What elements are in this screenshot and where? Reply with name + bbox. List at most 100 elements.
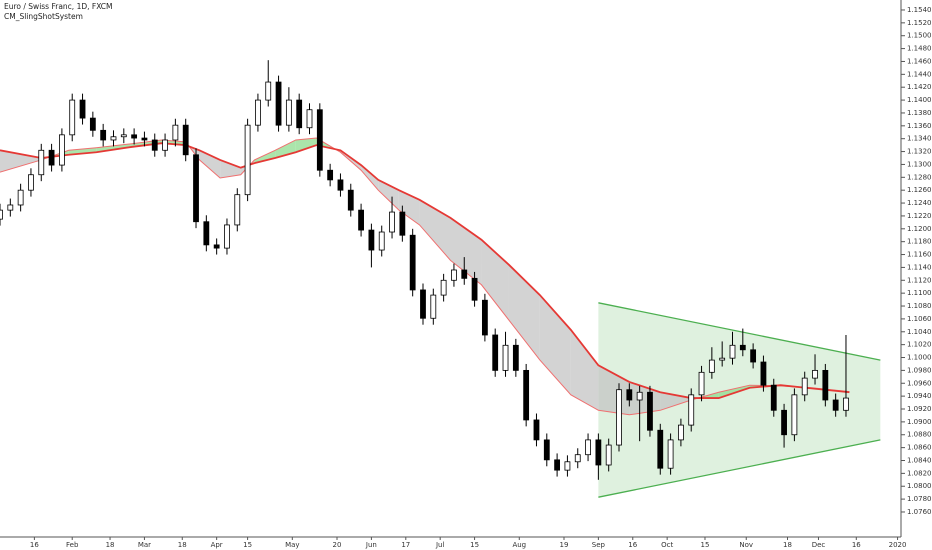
y-tick-label: 1.15000 [907, 32, 932, 40]
candle-body [17, 189, 24, 206]
candle-body [389, 211, 395, 233]
candle-body [110, 136, 117, 141]
ma-band [419, 199, 451, 261]
chart-title: Euro / Swiss Franc, 1D, FXCM [4, 2, 113, 11]
ma-band [254, 150, 276, 164]
y-tick-label: 1.14000 [907, 96, 932, 104]
candle-body [688, 394, 695, 426]
x-tick-label: 19 [560, 541, 569, 549]
candle-body [492, 334, 499, 371]
candle-body [48, 149, 55, 166]
x-tick-label: 15 [701, 541, 710, 549]
y-tick-label: 1.14800 [907, 45, 932, 53]
x-tick-label: Apr [211, 541, 223, 549]
x-tick-label: Nov [739, 541, 753, 549]
candle-body [523, 369, 530, 421]
candle-body [843, 397, 849, 411]
candle-body [616, 389, 622, 446]
candle-body [812, 369, 818, 379]
candle-body [502, 344, 509, 371]
x-tick-label: Feb [66, 541, 79, 549]
candle-body [120, 134, 127, 138]
candle-body [213, 244, 220, 249]
y-tick-label: 1.13000 [907, 160, 932, 168]
candle-body [7, 204, 14, 211]
y-tick-label: 1.11800 [907, 238, 932, 246]
candle-body [409, 234, 416, 291]
y-tick-label: 1.09400 [907, 392, 932, 400]
candle-body [399, 211, 406, 236]
candle-body [193, 154, 199, 223]
ma-band [378, 179, 399, 211]
x-tick-label: 17 [401, 541, 410, 549]
x-tick-label: Mar [138, 541, 151, 549]
candle-body [59, 134, 65, 166]
y-tick-label: 1.10800 [907, 302, 932, 310]
candle-body [564, 461, 571, 471]
y-tick-label: 1.08800 [907, 431, 932, 439]
y-tick-label: 1.09000 [907, 418, 932, 426]
y-tick-label: 1.11400 [907, 263, 932, 271]
candle-body [451, 269, 457, 281]
candle-body [347, 189, 354, 211]
candle-body [182, 124, 189, 156]
x-tick-label: May [285, 541, 299, 549]
candle-body [89, 117, 96, 131]
candle-body [358, 209, 364, 231]
candle-body [430, 294, 437, 319]
candle-body [131, 134, 138, 139]
ma-line [0, 142, 850, 399]
x-tick-label: Dec [812, 541, 826, 549]
candle-body [296, 99, 303, 129]
ma-band [0, 150, 42, 173]
candle-body [100, 129, 107, 141]
candle-body [38, 149, 45, 176]
y-tick-label: 1.13200 [907, 148, 932, 156]
candle-body [28, 174, 34, 191]
candle-body [647, 391, 653, 431]
candle-body [255, 99, 261, 126]
candle-body [626, 389, 633, 401]
candle-body [69, 99, 76, 136]
candle-body [316, 109, 323, 171]
y-tick-label: 1.08400 [907, 456, 932, 464]
x-tick-label: Aug [512, 541, 526, 549]
y-tick-label: 1.12600 [907, 186, 932, 194]
x-tick-label: Sep [592, 541, 606, 549]
y-tick-label: 1.12800 [907, 173, 932, 181]
y-tick-label: 1.08000 [907, 482, 932, 490]
y-tick-label: 1.12400 [907, 199, 932, 207]
candle-body [440, 279, 447, 296]
x-tick-label: Oct [661, 541, 673, 549]
y-tick-label: 1.10200 [907, 341, 932, 349]
y-tick-label: 1.14600 [907, 57, 932, 65]
y-tick-label: 1.13600 [907, 122, 932, 130]
candle-body [378, 231, 385, 251]
candle-body [141, 137, 148, 141]
y-tick-label: 1.10600 [907, 315, 932, 323]
candle-body [543, 439, 550, 461]
y-tick-label: 1.13800 [907, 109, 932, 117]
x-tick-label: 16 [628, 541, 637, 549]
candle-body [760, 361, 767, 386]
y-tick-label: 1.09800 [907, 366, 932, 374]
y-tick-label: 1.14400 [907, 70, 932, 78]
candle-body [244, 124, 251, 196]
candle-body [234, 194, 241, 226]
candle-body [657, 429, 664, 469]
y-tick-label: 1.12000 [907, 225, 932, 233]
candle-body [224, 224, 230, 249]
candle-body [275, 81, 282, 126]
candle-body [791, 394, 798, 436]
candle-body [636, 391, 643, 401]
ma-band [398, 190, 420, 225]
y-tick-label: 1.10400 [907, 328, 932, 336]
candle-body [698, 371, 705, 396]
y-tick-label: 1.15200 [907, 19, 932, 27]
y-tick-label: 1.07800 [907, 495, 932, 503]
candle-body [368, 229, 375, 251]
candle-body [781, 409, 787, 436]
candle-body [770, 384, 777, 411]
ma-band [68, 147, 97, 155]
indicator-name: CM_SlingShotSystem [4, 12, 83, 21]
